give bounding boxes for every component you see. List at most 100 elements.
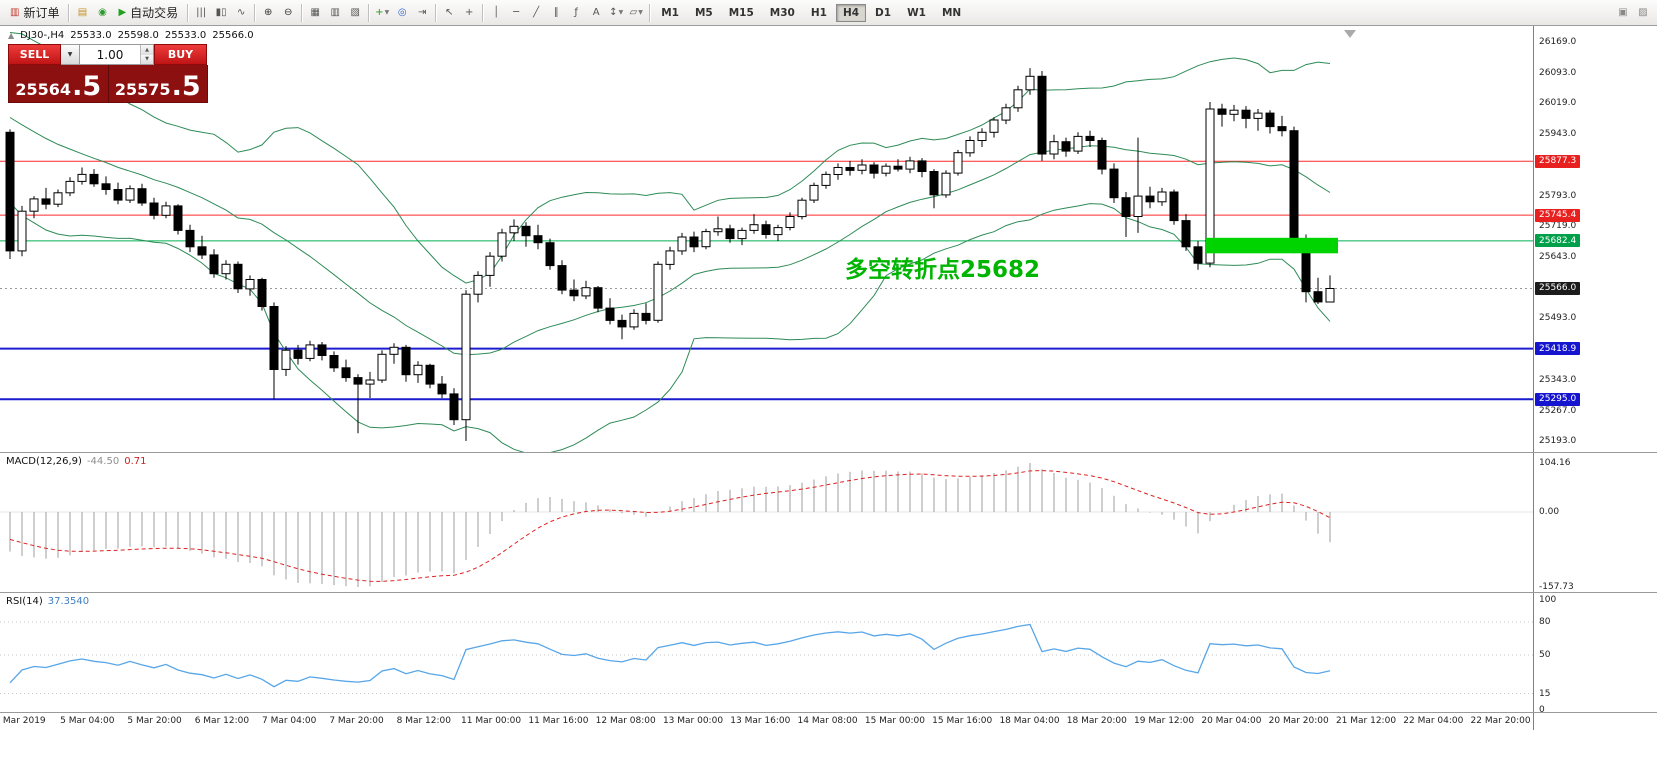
buy-price-main: 25575 — [114, 80, 171, 100]
market-watch-icon[interactable]: ◉ — [92, 4, 112, 22]
date-axis-label: 5 Mar 20:00 — [127, 716, 182, 726]
buy-price-display[interactable]: 25575.5 — [109, 65, 208, 102]
new-order-button[interactable]: ▥ 新订单 — [4, 2, 65, 23]
macd-label: MACD(12,26,9) -44.50 0.71 — [6, 456, 146, 467]
bars-chart-icon[interactable]: ||| — [191, 4, 211, 22]
timeframe-button-m5[interactable]: M5 — [694, 6, 713, 19]
date-axis-label: 7 Mar 04:00 — [262, 716, 317, 726]
ohlc-low: 25533.0 — [164, 30, 207, 41]
timeframe-button-d1[interactable]: D1 — [875, 6, 892, 19]
charts-toolbar-icon[interactable]: ▤ — [72, 4, 92, 22]
timeframe-button-m30[interactable]: M30 — [769, 6, 795, 19]
symbol-timeframe-label: DJ30-,H4 — [20, 30, 65, 41]
chart-shift-marker[interactable] — [1344, 30, 1356, 38]
auto-arrange-icon: ▥ — [330, 7, 340, 18]
toolbar-separator — [368, 3, 370, 22]
sell-button[interactable]: SELL — [8, 44, 61, 65]
price-axis-label: 25643.0 — [1539, 251, 1577, 262]
new-order-icon: ▥ — [10, 7, 20, 18]
date-axis-label: 13 Mar 16:00 — [730, 716, 791, 726]
indicators-icon[interactable]: + ▼ — [372, 4, 392, 22]
timeframe-button-h1[interactable]: H1 — [810, 6, 827, 19]
date-axis-label: 22 Mar 04:00 — [1403, 716, 1464, 726]
horizontal-line-icon: ─ — [513, 7, 520, 18]
fibonacci-icon[interactable]: ƒ — [566, 4, 586, 22]
symbol-header: ▲ DJ30-,H4 25533.0 25598.0 25533.0 25566… — [8, 30, 254, 41]
pane-separator[interactable] — [0, 592, 1657, 593]
timeframe-button-w1[interactable]: W1 — [907, 6, 926, 19]
price-axis-label: 25719.0 — [1539, 220, 1577, 231]
shapes-icon[interactable]: ▱ ▼ — [626, 4, 646, 22]
spinner-up-icon[interactable]: ▲ — [141, 45, 153, 55]
rsi-axis-label: 100 — [1539, 595, 1557, 605]
auto-arrange-icon[interactable]: ▥ — [325, 4, 345, 22]
zoom-in-icon[interactable]: ⊕ — [258, 4, 278, 22]
zoom-out-icon[interactable]: ⊖ — [278, 4, 298, 22]
arrows-icon[interactable]: ↕ ▼ — [606, 4, 626, 22]
price-badge: 25566.0 — [1535, 281, 1581, 295]
buy-price-fraction: .5 — [171, 71, 201, 103]
candlestick-chart-icon[interactable]: ▮▯ — [211, 4, 231, 22]
volume-dropdown[interactable]: ▼ — [61, 44, 80, 65]
autotrading-button[interactable]: ▶ 自动交易 — [112, 2, 184, 23]
highlight-zone[interactable] — [1206, 237, 1338, 254]
timeframe-button-mn[interactable]: MN — [941, 6, 962, 19]
trendline-icon[interactable]: ╱ — [526, 4, 546, 22]
charts-toolbar-icon: ▤ — [77, 7, 88, 18]
crosshair-icon[interactable]: + — [459, 4, 479, 22]
date-axis-label: 4 Mar 2019 — [0, 716, 46, 726]
trendline-icon: ╱ — [533, 7, 540, 18]
rsi-line — [9, 623, 1331, 688]
macd-indicator-pane[interactable] — [0, 452, 1533, 592]
toolbar-separator — [187, 3, 189, 22]
text-icon: A — [592, 7, 600, 18]
cursor-icon[interactable]: ↖ — [439, 4, 459, 22]
pane-separator[interactable] — [0, 452, 1657, 453]
spinner-down-icon[interactable]: ▼ — [141, 54, 153, 64]
price-axis-label: 26019.0 — [1539, 98, 1577, 109]
bars-chart-icon: ||| — [196, 7, 207, 18]
autotrading-icon: ▶ — [118, 7, 127, 18]
pane-separator — [0, 712, 1657, 713]
price-axis[interactable]: 26169.026093.026019.025943.025867.025793… — [1533, 26, 1657, 730]
chart-window-icon[interactable]: ▣ — [1613, 4, 1633, 22]
text-icon[interactable]: A — [586, 4, 606, 22]
toolbar-separator — [649, 3, 651, 22]
panel-toggle-icon[interactable]: ▲ — [8, 31, 15, 40]
zoom-out-icon: ⊖ — [283, 7, 293, 18]
timeframe-button-h4[interactable]: H4 — [835, 3, 867, 22]
horizontal-line-icon[interactable]: ─ — [506, 4, 526, 22]
chart-shift-icon[interactable]: ⇥ — [412, 4, 432, 22]
crosshair-icon: + — [464, 7, 474, 18]
date-axis-label: 7 Mar 20:00 — [329, 716, 384, 726]
vertical-line-icon[interactable]: │ — [486, 4, 506, 22]
rsi-indicator-pane[interactable] — [0, 592, 1533, 712]
navigator-icon[interactable]: ◎ — [392, 4, 412, 22]
tile-windows-icon[interactable]: ▦ — [305, 4, 325, 22]
line-chart-icon[interactable]: ∿ — [231, 4, 251, 22]
date-axis-label: 18 Mar 04:00 — [999, 716, 1060, 726]
date-axis-label: 15 Mar 00:00 — [864, 716, 925, 726]
expand-window-icon: ▨ — [1638, 7, 1648, 18]
toolbar-separator — [482, 3, 484, 22]
chevron-down-icon: ▼ — [618, 9, 624, 16]
date-axis-label: 14 Mar 08:00 — [797, 716, 858, 726]
sell-price-main: 25564 — [15, 80, 72, 100]
timeframe-button-m1[interactable]: M1 — [661, 6, 679, 19]
ohlc-high: 25598.0 — [117, 30, 159, 41]
cascade-windows-icon[interactable]: ▧ — [345, 4, 365, 22]
price-badge: 25682.4 — [1535, 234, 1581, 248]
timeframe-button-m15[interactable]: M15 — [728, 6, 754, 19]
sell-price-display[interactable]: 25564.5 — [9, 65, 109, 102]
date-axis-label: 5 Mar 04:00 — [60, 716, 115, 726]
time-axis[interactable]: 4 Mar 2019 5 Mar 04:00 5 Mar 20:00 6 Mar 12… — [0, 713, 1533, 730]
price-chart[interactable] — [0, 26, 1533, 452]
chart-window-icon: ▣ — [1618, 7, 1628, 18]
chevron-down-icon: ▼ — [384, 9, 390, 16]
expand-window-icon[interactable]: ▨ — [1633, 4, 1653, 22]
buy-button[interactable]: BUY — [154, 44, 207, 65]
channel-icon[interactable]: ∥ — [546, 4, 566, 22]
volume-input[interactable]: 1.00 ▲ ▼ — [80, 44, 154, 65]
chart-annotation-text[interactable]: 多空转折点25682 — [845, 257, 1041, 283]
